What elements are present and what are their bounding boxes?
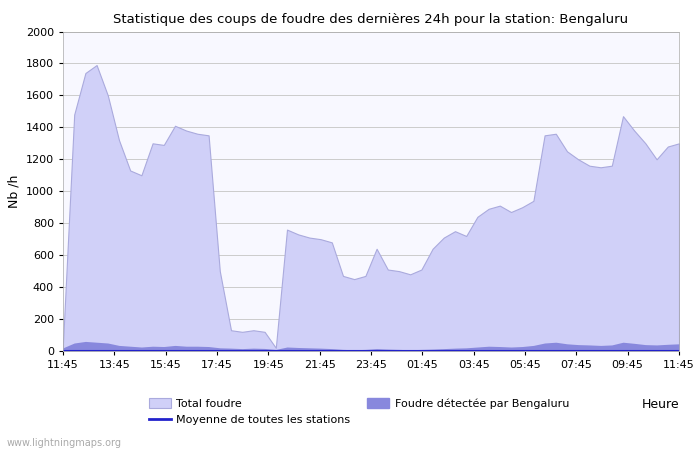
Text: Heure: Heure (641, 398, 679, 411)
Y-axis label: Nb /h: Nb /h (7, 175, 20, 208)
Text: www.lightningmaps.org: www.lightningmaps.org (7, 437, 122, 447)
Title: Statistique des coups de foudre des dernières 24h pour la station: Bengaluru: Statistique des coups de foudre des dern… (113, 13, 629, 26)
Legend: Total foudre, Moyenne de toutes les stations, Foudre détectée par Bengaluru: Total foudre, Moyenne de toutes les stat… (148, 398, 569, 425)
